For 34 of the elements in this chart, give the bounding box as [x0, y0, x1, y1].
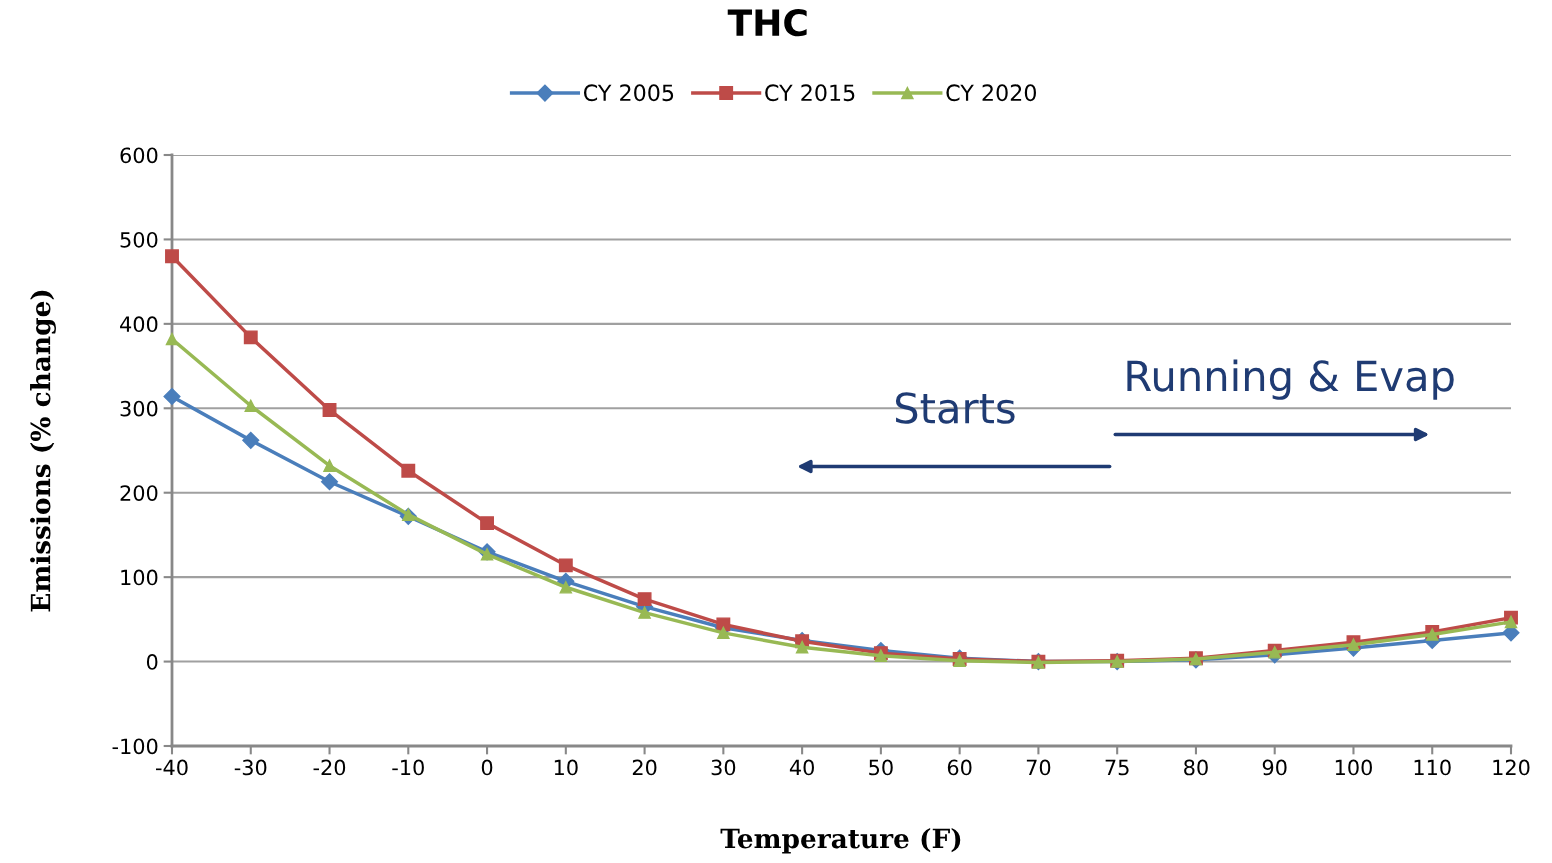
- x-tick-label: 10: [554, 759, 578, 776]
- x-tick-label: 70: [1026, 759, 1051, 776]
- legend-label: CY 2020: [946, 84, 1036, 102]
- x-tick-label: 100: [1335, 759, 1372, 776]
- x-tick-label: 110: [1414, 759, 1451, 776]
- x-tick-label: 40: [789, 759, 814, 776]
- x-tick-label: -40: [156, 759, 188, 776]
- y-tick-label: 0: [146, 654, 158, 670]
- x-tick-label: 30: [711, 759, 736, 776]
- x-tick-label: 80: [1184, 759, 1208, 776]
- x-tick-label: 60: [947, 759, 972, 776]
- x-tick-label: 50: [869, 759, 893, 776]
- y-tick-label: -100: [112, 738, 158, 755]
- y-tick-label: 600: [120, 147, 158, 164]
- chart-title: THC: [727, 9, 807, 37]
- y-axis-title: Emissions (% change): [30, 290, 56, 612]
- x-tick-label: 75: [1105, 759, 1129, 776]
- y-tick-label: 500: [120, 231, 158, 248]
- x-tick-label: 20: [632, 759, 657, 776]
- x-tick-label: 90: [1262, 759, 1287, 776]
- x-tick-label: -20: [313, 759, 346, 776]
- x-tick-label: -10: [392, 759, 424, 776]
- x-tick-label: 120: [1493, 759, 1530, 776]
- annotation: Running & Evap: [1127, 359, 1454, 400]
- legend-label: CY 2015: [765, 84, 855, 102]
- y-tick-label: 100: [121, 569, 158, 586]
- x-axis-title: Temperature (F): [720, 827, 961, 854]
- x-tick-label: -30: [234, 759, 267, 776]
- annotation: Starts: [895, 392, 1015, 424]
- y-tick-label: 400: [120, 316, 158, 333]
- y-tick-label: 200: [120, 485, 158, 501]
- y-tick-label: 300: [120, 400, 158, 417]
- legend-label: CY 2005: [583, 84, 674, 102]
- x-tick-label: 0: [481, 759, 493, 776]
